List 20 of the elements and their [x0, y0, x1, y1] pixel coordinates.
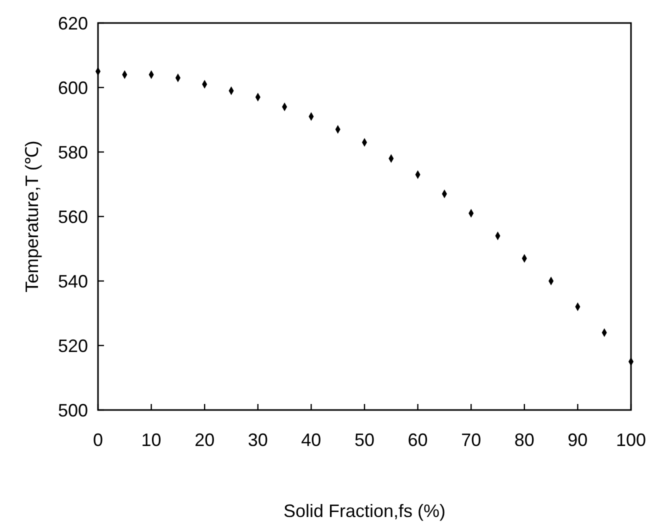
x-axis-title: Solid Fraction,fs (%) — [283, 501, 446, 521]
x-tick-label: 40 — [301, 430, 322, 450]
x-tick-label: 70 — [461, 430, 482, 450]
x-tick-label: 100 — [616, 430, 646, 450]
y-tick-label: 500 — [58, 400, 88, 420]
x-tick-label: 60 — [408, 430, 428, 450]
x-tick-label: 80 — [514, 430, 534, 450]
y-tick-label: 620 — [58, 13, 88, 34]
x-tick-label: 30 — [248, 430, 268, 450]
x-tick-label: 50 — [354, 430, 375, 450]
y-tick-label: 580 — [58, 142, 88, 162]
y-tick-label: 540 — [58, 271, 88, 292]
y-tick-label: 600 — [58, 78, 88, 98]
x-tick-label: 10 — [141, 430, 162, 450]
x-tick-label: 20 — [194, 430, 215, 450]
y-tick-label: 560 — [58, 206, 88, 227]
y-tick-label: 520 — [58, 336, 88, 356]
y-axis-title: Temperature,T (℃) — [22, 140, 42, 292]
x-tick-label: 90 — [568, 430, 588, 450]
x-tick-label: 0 — [92, 430, 104, 450]
